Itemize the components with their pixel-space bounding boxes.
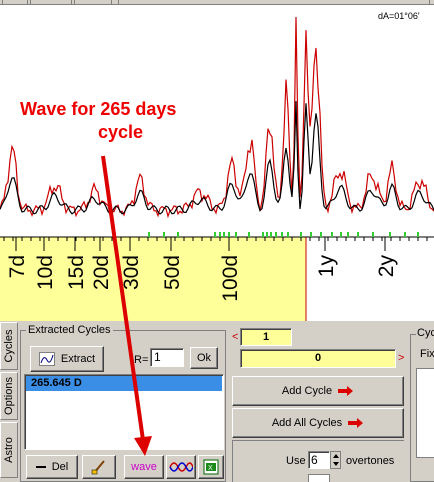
green-marker [340,232,342,237]
delete-button[interactable]: Del [26,455,78,479]
overtones-group [232,440,404,482]
period-label: 100d [219,255,242,302]
tab-astro[interactable]: Astro [0,422,18,478]
add-cycle-label: Add Cycle [281,385,333,397]
signal-line [0,16,434,219]
period-band [0,237,306,321]
paintbrush-icon [91,460,105,475]
period-label: 2y [375,255,398,278]
wave-line [0,101,434,215]
right-group-box[interactable] [416,368,434,458]
overtones-input[interactable]: 6 [308,451,330,469]
partial-input[interactable] [308,474,330,482]
green-marker [219,232,221,237]
green-marker [300,232,302,237]
cycles-list[interactable]: 265.645 D [24,374,224,450]
green-marker [281,232,283,237]
axis-ticks [3,237,428,251]
period-label: 20d [90,255,113,290]
right-group-title: Cyc [416,327,434,339]
right-group-label: Fixe [420,348,434,360]
green-marker [347,232,349,237]
delete-label: Del [51,461,69,473]
sine-wave-icon [169,462,193,472]
use-label: Use [286,455,306,467]
arrow-right[interactable]: > [398,352,405,364]
green-marker [287,232,289,237]
green-marker [235,232,237,237]
green-marker [389,232,391,237]
green-markers [148,232,419,237]
green-marker [404,232,406,237]
ok-button[interactable]: Ok [190,347,218,369]
spectrum-chart[interactable]: 7d 10d 15d 20d 30d 50d 100d 1y 2y dA=01°06' Wave… [0,5,434,321]
excel-export-button[interactable]: X [198,455,224,479]
add-cycle-button[interactable]: Add Cycle [232,376,404,406]
spin-up-icon[interactable] [333,454,339,458]
chart-canvas: 7d 10d 15d 20d 30d 50d 100d 1y 2y dA=01°06' Wave… [0,11,434,321]
toolbar-button[interactable] [74,0,112,5]
green-marker [310,232,312,237]
annotation-line2: cycle [98,122,143,142]
angle-readout: dA=01°06' [378,11,420,21]
overtones-label: overtones [346,455,395,467]
green-marker [223,232,225,237]
period-label: 30d [120,255,143,290]
brush-button[interactable] [82,455,116,479]
tab-cycles[interactable]: Cycles [0,322,18,370]
green-marker [266,232,268,237]
green-marker [214,232,216,237]
green-marker [275,232,277,237]
spreadsheet-icon: X [203,459,219,475]
extract-icon [38,352,55,366]
minus-icon [35,466,46,468]
green-marker [270,232,272,237]
green-marker [372,232,374,237]
lower-value-field[interactable]: 0 [240,349,396,368]
green-marker [262,232,264,237]
green-marker [228,232,230,237]
upper-value-field[interactable]: 1 [240,328,292,346]
red-arrow-icon [348,418,364,428]
r-input[interactable]: 1 [150,348,184,367]
top-toolbar-strip [0,0,434,5]
green-marker [177,232,179,237]
green-marker [357,232,359,237]
green-marker [248,232,250,237]
period-label: 15d [65,255,88,290]
extract-button[interactable]: Extract [30,346,104,372]
add-all-cycles-label: Add All Cycles [271,417,343,429]
toolbar-button[interactable] [2,0,28,5]
arrow-left[interactable]: < [232,331,239,343]
green-marker [320,232,322,237]
extract-label: Extract [60,353,96,365]
toolbar-button[interactable] [30,0,72,5]
period-label: 50d [161,255,184,290]
green-marker [148,232,150,237]
red-arrow-icon [338,386,354,396]
wave-button[interactable]: wave [124,455,164,479]
sine-wave-button[interactable] [166,455,196,479]
tab-options[interactable]: Options [0,372,18,420]
spin-down-icon[interactable] [333,462,339,466]
green-marker [417,232,419,237]
green-marker [331,232,333,237]
list-item[interactable]: 265.645 D [26,376,222,391]
period-label: 7d [6,255,29,278]
add-all-cycles-button[interactable]: Add All Cycles [232,408,404,438]
green-marker [163,232,165,237]
period-label: 10d [34,255,57,290]
period-label: 1y [315,255,338,278]
overtones-spinner[interactable] [330,451,341,469]
toolbar-button[interactable] [118,0,430,5]
r-label: R= [134,354,149,366]
extracted-cycles-title: Extracted Cycles [26,324,113,336]
annotation-line1: Wave for 265 days [20,99,176,119]
svg-text:X: X [208,465,213,472]
